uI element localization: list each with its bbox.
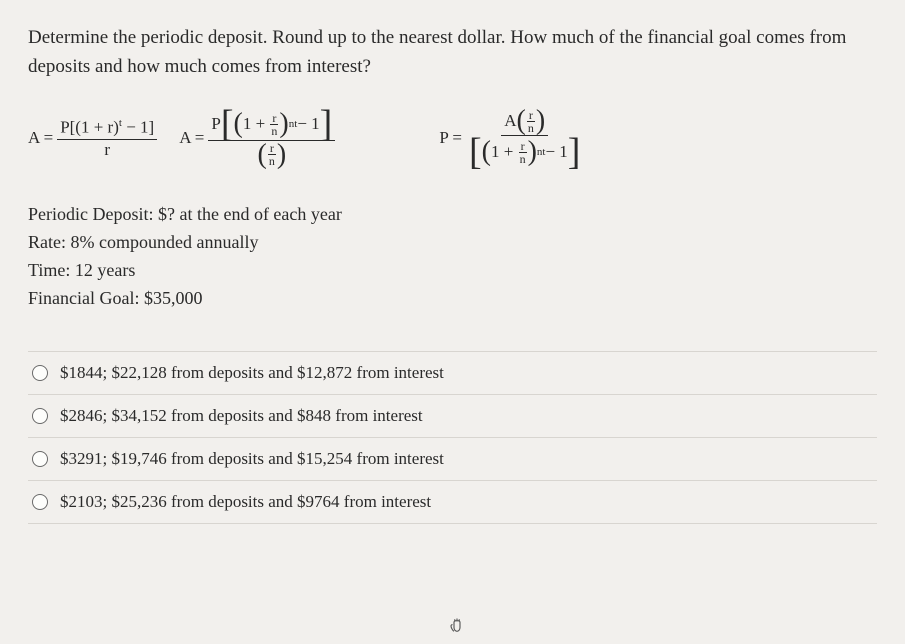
formula-row: A = P[(1 + r)t − 1] r A = P [ ( 1 + r n … xyxy=(28,109,877,167)
radio-icon[interactable] xyxy=(32,365,48,381)
formula-1-den: r xyxy=(101,140,113,160)
formula-2-P: P xyxy=(211,115,220,134)
formula-3-minus1: − 1 xyxy=(545,143,567,162)
paren-right-icon-2: ) xyxy=(277,144,286,166)
formula-3-lhs: P = xyxy=(439,128,462,148)
option-2-label: $2846; $34,152 from deposits and $848 fr… xyxy=(60,406,423,426)
bracket-right-icon-2: ] xyxy=(568,137,581,167)
formula-2-minus1: − 1 xyxy=(297,115,319,134)
formula-1-lhs: A = xyxy=(28,128,53,148)
info-goal: Financial Goal: $35,000 xyxy=(28,285,877,313)
paren-right-icon: ) xyxy=(279,113,288,135)
option-4-label: $2103; $25,236 from deposits and $9764 f… xyxy=(60,492,431,512)
info-rate: Rate: 8% compounded annually xyxy=(28,229,877,257)
cursor-icon xyxy=(448,617,466,640)
radio-icon[interactable] xyxy=(32,494,48,510)
formula-1-num-b: − 1] xyxy=(122,118,154,137)
formula-3-num-n: n xyxy=(526,122,536,134)
formula-1-num-a: P[(1 + r) xyxy=(60,118,119,137)
question-text: Determine the periodic deposit. Round up… xyxy=(28,24,877,81)
paren-left-icon-2: ( xyxy=(258,144,267,166)
paren-right-icon-4: ) xyxy=(528,141,537,163)
formula-3-den-n: n xyxy=(518,153,528,165)
paren-left-icon: ( xyxy=(234,113,243,135)
formula-3: P = A ( r n ) [ ( 1 + r n )nt − xyxy=(439,109,583,167)
formula-3-A: A xyxy=(504,112,516,131)
bracket-right-icon: ] xyxy=(320,109,333,139)
formula-2-oneplus: 1 + xyxy=(243,115,265,134)
option-3-label: $3291; $19,746 from deposits and $15,254… xyxy=(60,449,444,469)
formula-2: A = P [ ( 1 + r n )nt − 1 ] ( r n xyxy=(179,109,335,167)
option-2[interactable]: $2846; $34,152 from deposits and $848 fr… xyxy=(28,395,877,438)
bracket-left-icon: [ xyxy=(221,109,234,139)
option-1[interactable]: $1844; $22,128 from deposits and $12,872… xyxy=(28,351,877,395)
option-4[interactable]: $2103; $25,236 from deposits and $9764 f… xyxy=(28,481,877,524)
formula-2-lhs: A = xyxy=(179,128,204,148)
bracket-left-icon-2: [ xyxy=(469,137,482,167)
option-3[interactable]: $3291; $19,746 from deposits and $15,254… xyxy=(28,438,877,481)
paren-left-icon-3: ( xyxy=(517,110,526,132)
formula-2-r: r xyxy=(270,112,278,125)
radio-icon[interactable] xyxy=(32,451,48,467)
formula-1: A = P[(1 + r)t − 1] r xyxy=(28,117,157,159)
formula-2-n: n xyxy=(269,125,279,137)
option-1-label: $1844; $22,128 from deposits and $12,872… xyxy=(60,363,444,383)
paren-left-icon-4: ( xyxy=(482,141,491,163)
formula-2-den-n: n xyxy=(267,155,277,167)
paren-right-icon-3: ) xyxy=(536,110,545,132)
formula-3-exp: nt xyxy=(537,146,546,158)
options-list: $1844; $22,128 from deposits and $12,872… xyxy=(28,351,877,524)
given-info: Periodic Deposit: $? at the end of each … xyxy=(28,201,877,313)
formula-3-den-r: r xyxy=(519,140,527,153)
info-deposit: Periodic Deposit: $? at the end of each … xyxy=(28,201,877,229)
info-time: Time: 12 years xyxy=(28,257,877,285)
radio-icon[interactable] xyxy=(32,408,48,424)
formula-2-exp: nt xyxy=(289,118,298,130)
formula-3-oneplus: 1 + xyxy=(491,143,513,162)
